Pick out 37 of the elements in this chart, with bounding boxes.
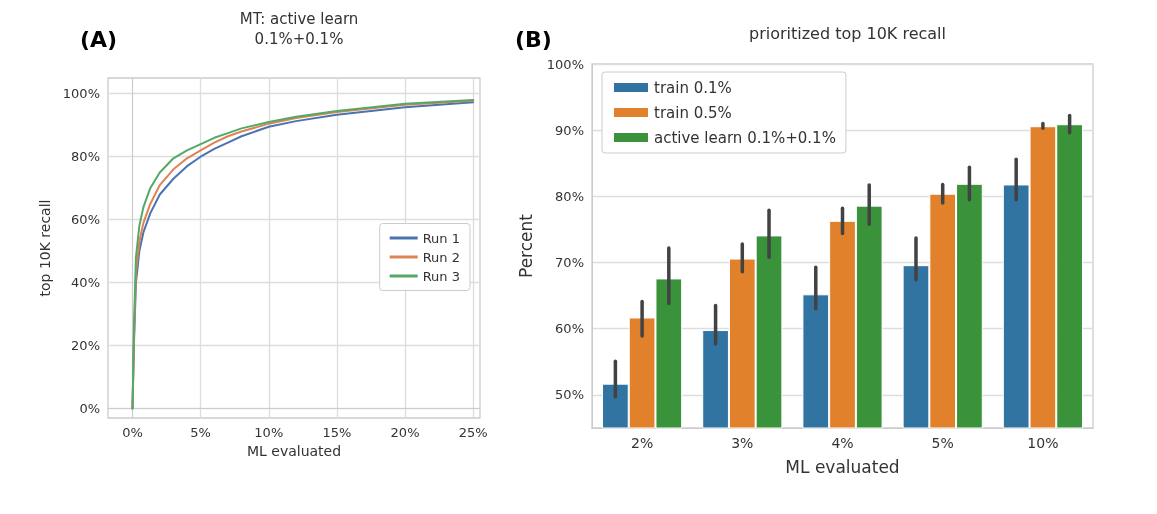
y-tick-label: 70% [555,255,584,271]
x-tick-label: 20% [390,425,420,440]
x-tick-label: 25% [458,425,488,440]
legend-label: Run 1 [422,230,461,246]
y-tick-label: 40% [71,275,100,291]
x-tick-label: 10% [1027,435,1059,451]
chart-title: MT: active learn 0.1%+0.1% [239,10,359,48]
y-tick-label: 50% [555,387,584,403]
legend-label: train 0.5% [654,103,732,122]
x-axis-title: ML evaluated [785,456,900,477]
y-axis-title: Percent [515,213,536,278]
x-tick-label: 3% [731,435,754,451]
x-tick-label: 4% [831,435,854,451]
y-tick-label: 100% [546,56,584,72]
x-tick-label: 5% [931,435,954,451]
y-tick-label: 60% [555,321,584,337]
x-axis-title: ML evaluated [246,442,342,459]
y-tick-label: 80% [71,149,100,165]
x-tick-label: 5% [190,425,211,440]
legend-label: Run 3 [422,268,461,284]
legend-label: Run 2 [422,249,461,265]
x-tick-label: 15% [322,425,352,440]
x-tick-label: 10% [254,425,284,440]
legend-label: active learn 0.1%+0.1% [654,128,836,147]
y-tick-label: 100% [62,86,100,102]
chart-title: prioritized top 10K recall [749,23,946,43]
text: (A) [80,26,118,52]
y-tick-label: 80% [555,188,584,204]
y-tick-label: 90% [555,122,584,138]
y-tick-label: 0% [79,401,100,417]
x-tick-label: 2% [630,435,654,451]
y-axis-title: top 10K recall [36,199,53,297]
text: (B) [515,26,552,52]
y-tick-label: 20% [71,338,100,354]
legend-label: train 0.1% [654,78,732,97]
x-tick-label: 0% [122,425,143,440]
y-tick-label: 60% [71,212,100,228]
